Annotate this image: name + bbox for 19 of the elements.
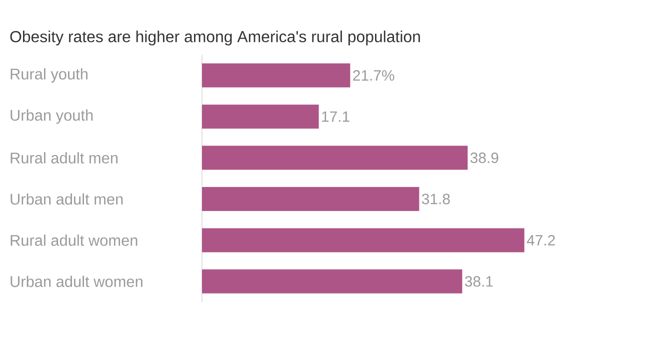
bar xyxy=(202,187,420,212)
data-label: 21.7% xyxy=(353,70,394,81)
data-label: 31.8 xyxy=(422,194,450,204)
data-label: 38.1 xyxy=(464,276,493,287)
data-label: 47.2 xyxy=(526,234,555,246)
y-tick-label: Rural adult women xyxy=(10,234,138,246)
chart-title: Obesity rates are higher among America's rural population xyxy=(10,30,420,46)
y-tick-label: Urban adult men xyxy=(10,193,123,205)
y-tick-label: Urban youth xyxy=(10,109,93,124)
data-label: 38.9 xyxy=(470,152,498,164)
bar xyxy=(202,104,319,129)
bar xyxy=(202,269,462,294)
data-label: 17.1 xyxy=(322,111,350,122)
bar xyxy=(202,228,524,252)
bar xyxy=(202,146,468,170)
bar xyxy=(202,63,350,88)
y-tick-label: Rural youth xyxy=(10,68,88,83)
y-tick-label: Urban adult women xyxy=(10,276,142,288)
y-tick-label: Rural adult men xyxy=(10,152,118,164)
